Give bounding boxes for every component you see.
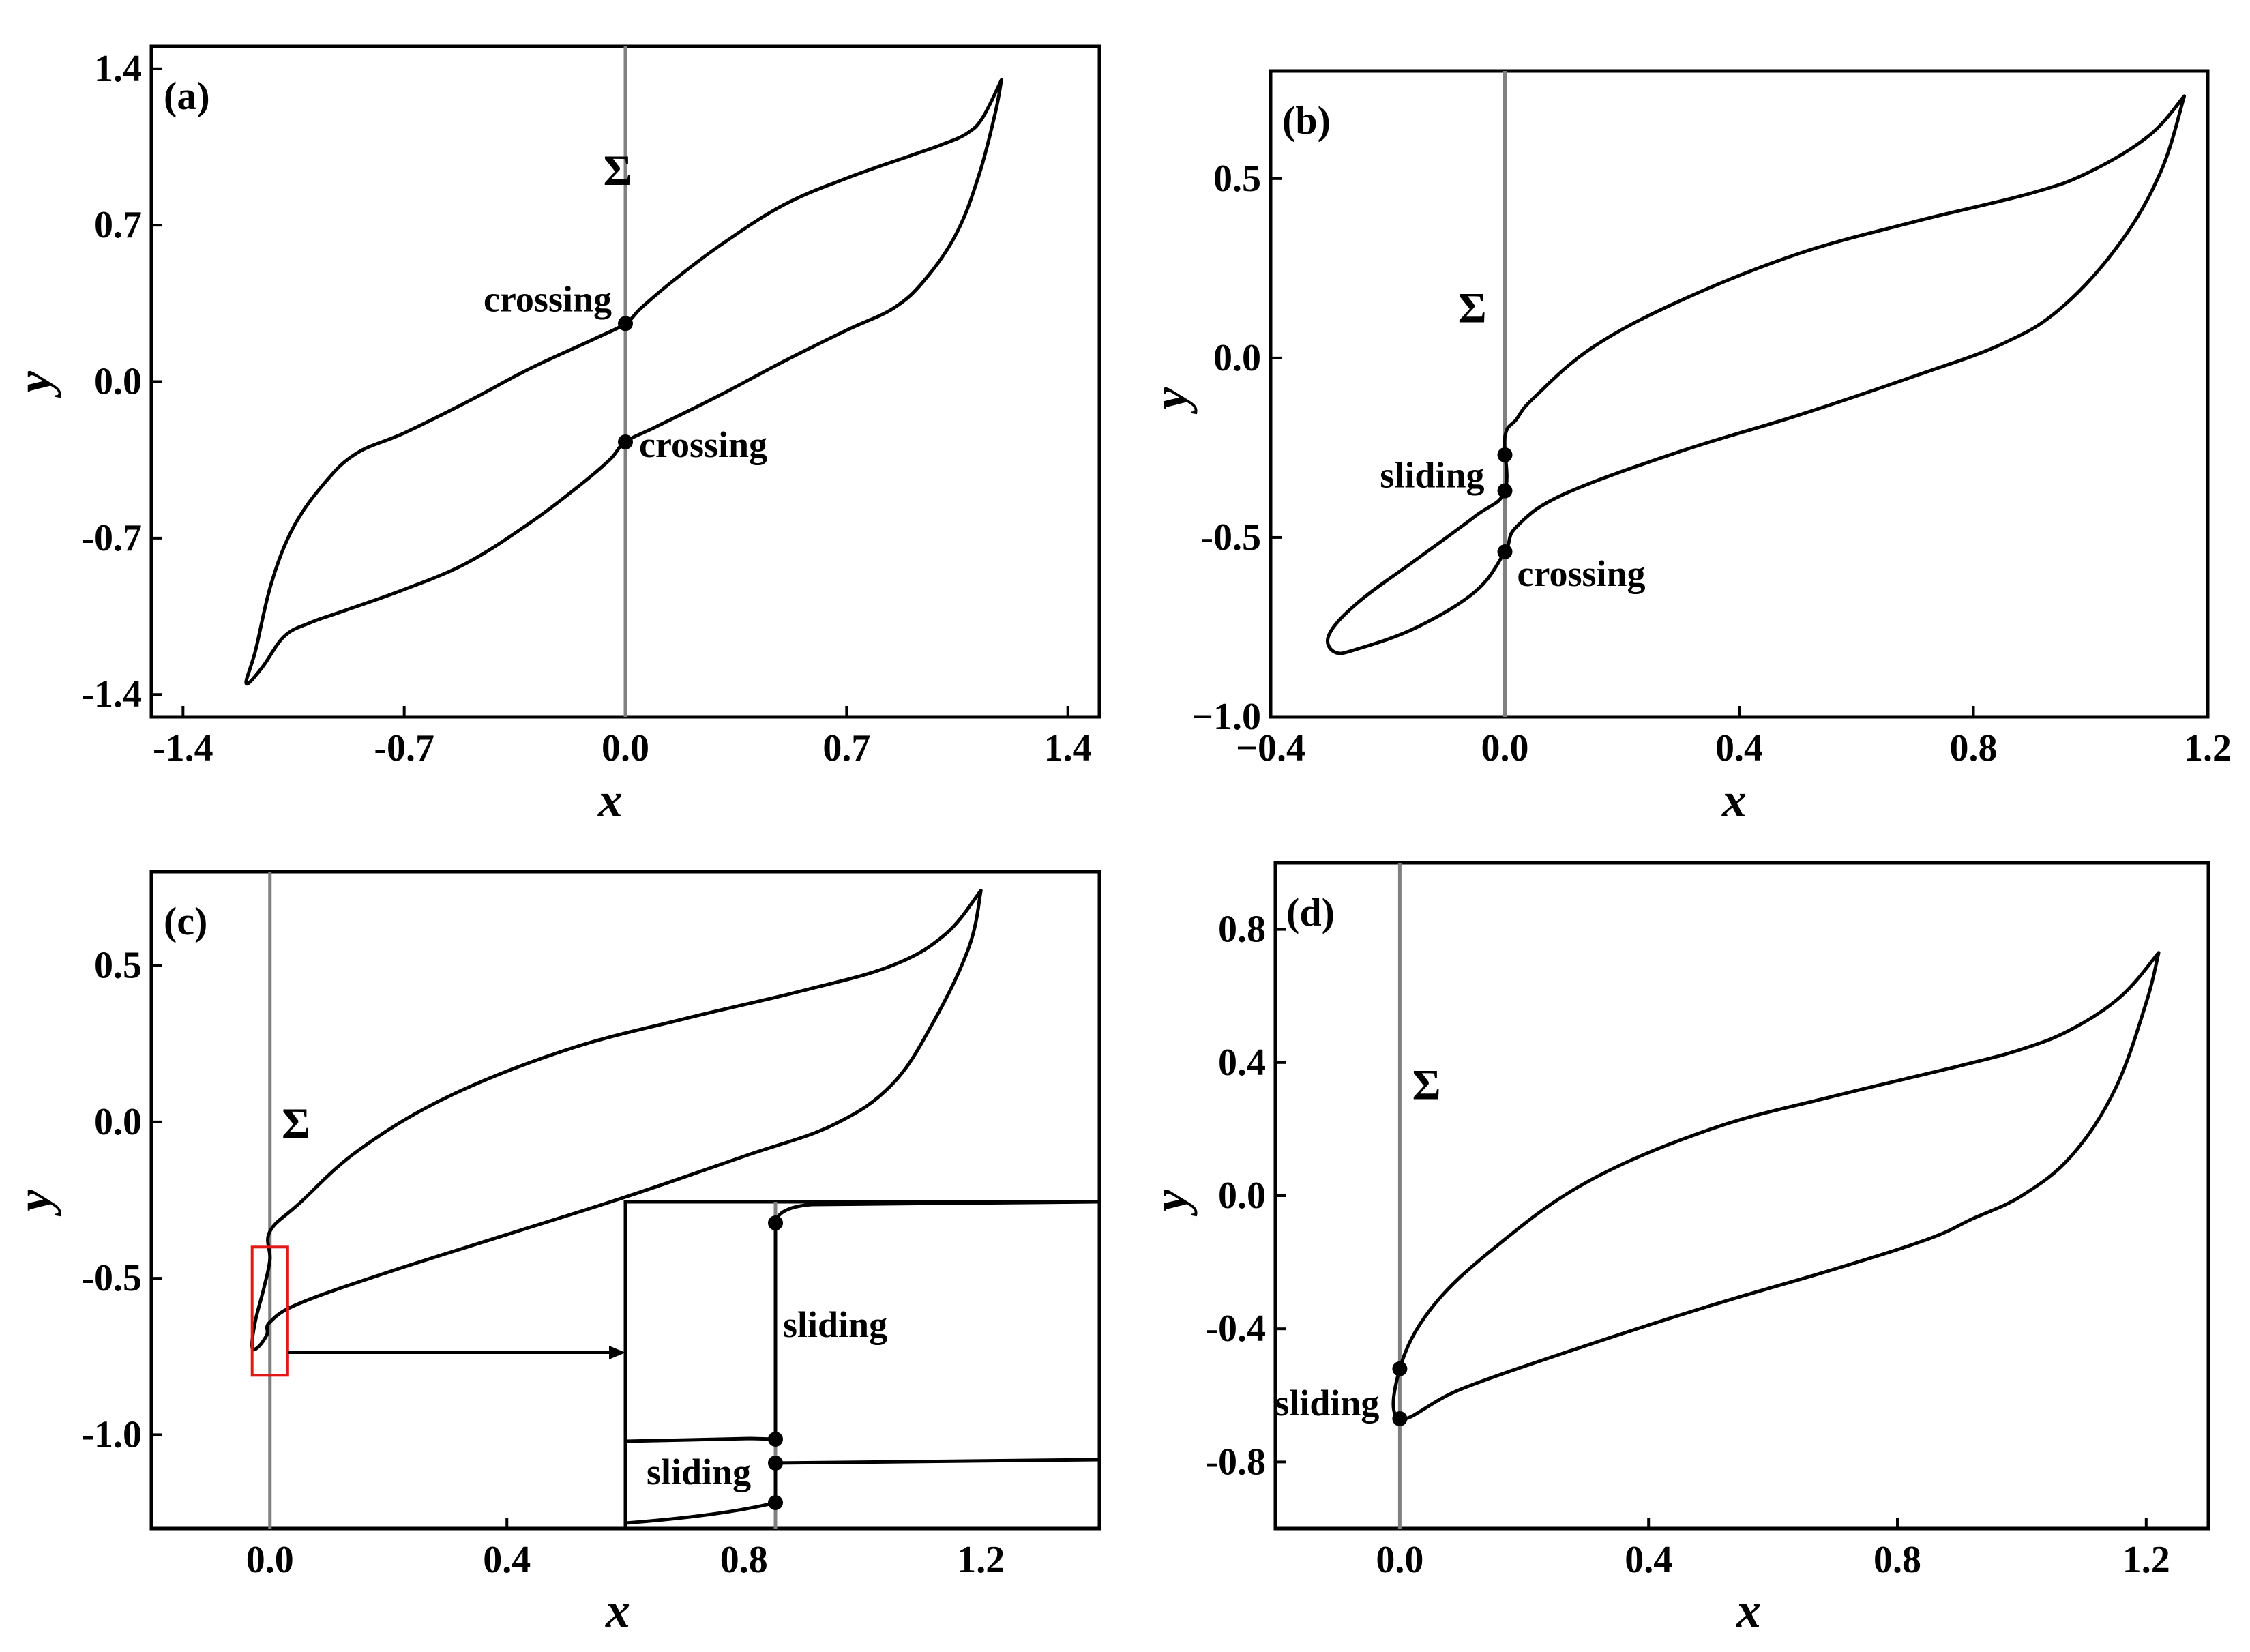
y-tick-label: 0.0 <box>94 361 142 403</box>
panel-b-ylabel: y <box>1143 387 1198 415</box>
point-label: crossing <box>1518 553 1646 594</box>
x-tick-label: 0.0 <box>1481 727 1529 769</box>
inset-sliding-label: sliding <box>647 1451 751 1492</box>
x-tick-label: −0.4 <box>1236 727 1305 769</box>
inset-sliding-label: sliding <box>783 1304 887 1345</box>
x-tick-label: 1.4 <box>1044 727 1092 769</box>
sigma-label: Σ <box>1412 1060 1441 1108</box>
point-label: sliding <box>1380 455 1484 496</box>
sigma-label: Σ <box>604 146 632 194</box>
x-tick-label: 0.8 <box>1950 727 1998 769</box>
x-tick-label: -1.4 <box>153 727 213 769</box>
panel-b-xlabel: x <box>1721 773 1747 827</box>
inset-point <box>768 1432 783 1447</box>
y-tick-label: -0.4 <box>1205 1308 1266 1350</box>
x-tick-label: 0.8 <box>1874 1539 1921 1581</box>
inset-point <box>768 1456 783 1471</box>
y-tick-label: -1.4 <box>81 673 142 716</box>
x-tick-label: 0.4 <box>483 1539 531 1581</box>
y-tick-label: 0.0 <box>1213 337 1261 379</box>
y-tick-label: 0.0 <box>1218 1175 1266 1217</box>
y-tick-label: -0.8 <box>1205 1441 1266 1483</box>
inset-right-branch <box>773 1458 1101 1465</box>
zoom-box <box>250 1245 289 1377</box>
data-point <box>1392 1411 1408 1426</box>
y-tick-label: -0.7 <box>81 517 142 559</box>
y-tick-label: -0.5 <box>1200 516 1261 559</box>
panel-b-label: (b) <box>1282 98 1331 143</box>
inset-frame <box>623 1200 1101 1531</box>
series-line <box>244 78 1003 686</box>
data-point <box>1392 1361 1408 1376</box>
data-point <box>618 434 633 449</box>
series-line <box>1391 951 2161 1421</box>
panel-d-label: (d) <box>1286 890 1335 934</box>
data-point <box>1497 483 1513 499</box>
sigma-label: Σ <box>1458 283 1487 331</box>
y-tick-label: 0.4 <box>1218 1042 1266 1084</box>
point-label: sliding <box>1275 1383 1379 1424</box>
inset-point <box>768 1495 783 1510</box>
x-tick-label: 0.0 <box>246 1539 294 1581</box>
x-tick-label: 0.4 <box>1715 727 1763 769</box>
x-tick-label: 0.0 <box>602 727 649 769</box>
panel-a-ylabel: y <box>7 370 61 398</box>
y-tick-label: 1.4 <box>94 48 142 90</box>
x-tick-label: 0.8 <box>720 1539 768 1581</box>
panel-c-ylabel: y <box>7 1189 61 1217</box>
panel-d-xlabel: x <box>1736 1583 1761 1638</box>
x-tick-label: 0.4 <box>1625 1539 1672 1581</box>
panel-a-xlabel: x <box>597 773 623 827</box>
y-tick-label: −1.0 <box>1191 696 1261 738</box>
panel-d-ylabel: y <box>1143 1189 1198 1217</box>
x-tick-label: 1.2 <box>957 1539 1005 1581</box>
y-tick-label: 0.5 <box>94 945 142 987</box>
data-point <box>618 316 633 331</box>
point-label: crossing <box>639 424 767 465</box>
data-point <box>1497 447 1513 462</box>
point-label: crossing <box>484 278 612 319</box>
x-tick-label: 1.2 <box>2184 727 2232 769</box>
x-tick-label: -0.7 <box>374 727 434 769</box>
y-tick-label: -1.0 <box>81 1413 142 1456</box>
panel-c-inset: sliding sliding <box>623 1200 1101 1531</box>
panel-c: 0.0 0.4 0.8 1.2 -1.0 -0.5 0.0 0.5 Σ (c) x y slid… <box>7 870 1101 1638</box>
y-tick-label: 0.0 <box>94 1101 142 1143</box>
x-tick-label: 0.7 <box>823 727 870 769</box>
panel-a: -1.4 -0.7 0.0 0.7 1.4 -1.4 -0.7 0.0 0.7 1.4 Σcross… <box>7 44 1101 827</box>
y-tick-label: 0.7 <box>94 204 142 246</box>
panel-a-label: (a) <box>164 74 210 118</box>
x-tick-label: 0.0 <box>1376 1539 1423 1581</box>
y-tick-label: 0.8 <box>1218 909 1266 951</box>
zoom-arrow-head <box>609 1346 625 1359</box>
inset-lower-branch <box>623 1501 778 1525</box>
sigma-label: Σ <box>282 1099 310 1147</box>
inset-point <box>768 1215 783 1230</box>
panel-b-frame <box>1269 69 2210 719</box>
panel-c-label: (c) <box>164 899 207 943</box>
inset-middle-branch <box>623 1436 778 1443</box>
y-tick-label: -0.5 <box>81 1257 142 1299</box>
x-tick-label: 1.2 <box>2122 1539 2170 1581</box>
series-line <box>1326 94 2187 655</box>
panel-c-xlabel: x <box>605 1583 630 1638</box>
y-tick-label: 0.5 <box>1213 158 1261 200</box>
data-point <box>1497 544 1513 559</box>
panel-d-frame <box>1273 861 2210 1531</box>
